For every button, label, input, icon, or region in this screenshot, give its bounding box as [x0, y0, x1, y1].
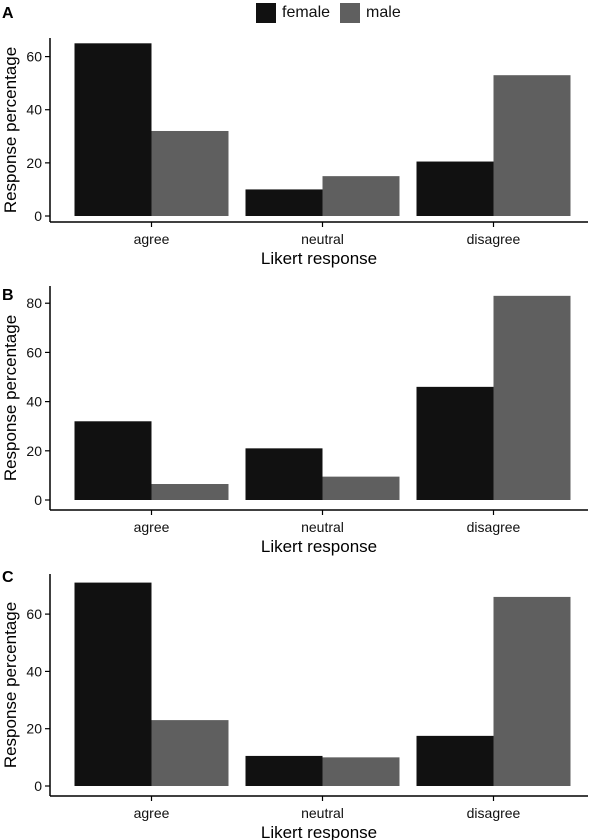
x-tick-label-agree: agree [134, 805, 170, 821]
panel-label: C [2, 569, 14, 586]
bar-female-neutral [245, 755, 323, 786]
bar-female-agree [74, 421, 152, 500]
bar-male-neutral [322, 476, 400, 500]
bar-female-disagree [416, 386, 494, 500]
legend-swatch-male [340, 3, 361, 23]
y-axis-title: Response percentage [1, 602, 20, 768]
bar-female-disagree [416, 161, 494, 216]
y-axis-title: Response percentage [1, 47, 20, 213]
bar-male-disagree [493, 75, 571, 216]
x-axis-title: Likert response [261, 537, 377, 556]
y-tick-label: 0 [34, 778, 42, 794]
y-tick-label: 60 [26, 344, 42, 360]
x-tick-label-neutral: neutral [301, 231, 344, 247]
y-tick-label: 80 [26, 295, 42, 311]
legend: female male [256, 0, 401, 26]
y-tick-label: 0 [34, 492, 42, 508]
y-tick-label: 20 [26, 155, 42, 171]
bar-male-neutral [322, 757, 400, 786]
bar-female-agree [74, 43, 152, 217]
legend-label-female: female [282, 4, 331, 21]
bar-male-agree [151, 484, 229, 500]
y-tick-label: 40 [26, 663, 42, 679]
y-tick-label: 20 [26, 721, 42, 737]
bar-male-agree [151, 130, 229, 216]
panel-label: A [2, 5, 14, 22]
y-tick-label: 0 [34, 208, 42, 224]
legend-label-male: male [366, 4, 401, 21]
bar-female-agree [74, 582, 152, 786]
bar-female-disagree [416, 735, 494, 786]
x-axis-title: Likert response [261, 823, 377, 840]
legend-item-male: male [340, 3, 401, 23]
x-tick-label-neutral: neutral [301, 805, 344, 821]
bar-female-neutral [245, 189, 323, 216]
y-tick-label: 40 [26, 394, 42, 410]
bar-male-agree [151, 720, 229, 786]
y-axis-title: Response percentage [1, 315, 20, 481]
y-tick-label: 60 [26, 606, 42, 622]
x-tick-label-disagree: disagree [467, 519, 521, 535]
x-tick-label-agree: agree [134, 519, 170, 535]
x-tick-label-disagree: disagree [467, 805, 521, 821]
x-tick-label-neutral: neutral [301, 519, 344, 535]
legend-swatch-female [256, 3, 276, 23]
y-tick-label: 60 [26, 49, 42, 65]
x-tick-label-agree: agree [134, 231, 170, 247]
bar-male-disagree [493, 295, 571, 500]
bar-male-disagree [493, 596, 571, 786]
legend-item-female: female [256, 3, 330, 23]
bar-female-neutral [245, 448, 323, 500]
x-axis-title: Likert response [261, 249, 377, 268]
y-tick-label: 20 [26, 443, 42, 459]
panel-label: B [2, 287, 14, 304]
bar-male-neutral [322, 176, 400, 216]
x-tick-label-disagree: disagree [467, 231, 521, 247]
y-tick-label: 40 [26, 102, 42, 118]
